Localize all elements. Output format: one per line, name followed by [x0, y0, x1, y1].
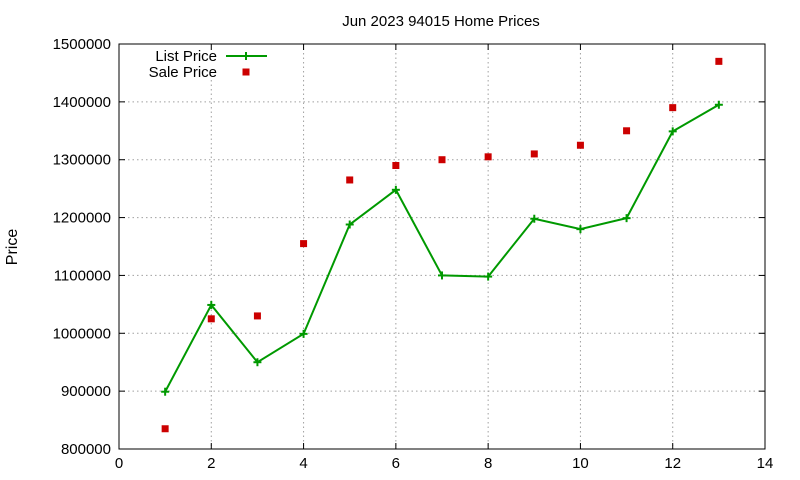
series: [161, 57, 723, 433]
x-tick-label: 12: [664, 455, 681, 472]
list-price-point: [299, 329, 308, 338]
list-price-point: [622, 214, 631, 223]
x-tick-label: 8: [484, 455, 492, 472]
sale-price-point: [346, 176, 354, 184]
sale-price-point: [253, 312, 261, 320]
series-sale-price: [161, 57, 723, 433]
x-tick-label: 4: [299, 455, 307, 472]
sale-price-point: [623, 127, 631, 135]
list-price-point: [484, 272, 493, 281]
sale-price-point: [161, 425, 169, 433]
legend-label: List Price: [155, 48, 217, 65]
sale-price-point: [530, 150, 538, 158]
legend-plus-marker: [242, 52, 250, 60]
y-tick-label: 1100000: [54, 267, 111, 284]
plot-frame: [118, 43, 766, 450]
x-tick-label: 14: [757, 455, 774, 472]
sale-price-point: [715, 57, 723, 65]
list-price-line: [164, 103, 720, 393]
legend-label: Sale Price: [149, 64, 217, 81]
list-price-point: [576, 225, 585, 234]
list-price-point: [253, 358, 262, 367]
series-list-price: [161, 100, 723, 396]
sale-price-point: [484, 153, 492, 161]
list-price-point: [207, 300, 216, 309]
x-tick-label: 10: [572, 455, 589, 472]
list-price-point: [714, 100, 723, 109]
y-tick-label: 1500000: [53, 36, 111, 53]
sale-price-point: [669, 104, 677, 112]
sale-price-point: [438, 156, 446, 164]
y-tick-label: 1200000: [53, 210, 111, 227]
sale-price-point: [392, 162, 400, 169]
list-price-point: [438, 271, 446, 280]
y-tick-label: 800000: [61, 441, 111, 458]
x-tick-label: 6: [392, 455, 400, 472]
legend-entry: List Price: [155, 48, 267, 65]
y-tick-label: 1400000: [53, 94, 111, 111]
grid: [119, 44, 765, 449]
list-price-point: [391, 185, 400, 194]
list-price-point: [530, 214, 539, 223]
legend-entry: Sale Price: [149, 64, 250, 81]
list-price-point: [161, 387, 170, 396]
legend-square-marker: [242, 68, 250, 76]
x-tick-label: 0: [115, 455, 123, 472]
list-price-point: [345, 220, 354, 229]
y-tick-label: 900000: [61, 383, 111, 400]
sale-price-point: [207, 315, 215, 323]
list-price-point: [668, 127, 677, 136]
y-axis-label: Price: [4, 229, 21, 266]
axes: 0 2 4 6 8 10 12 14 800000 900000 1000000 1100000 120…: [53, 36, 774, 472]
sale-price-point: [576, 141, 584, 149]
y-tick-label: 1000000: [53, 325, 111, 342]
chart-title: Jun 2023 94015 Home Prices: [342, 13, 540, 30]
y-tick-label: 1300000: [53, 152, 111, 169]
sale-price-point: [300, 240, 308, 248]
x-tick-label: 2: [207, 455, 215, 472]
